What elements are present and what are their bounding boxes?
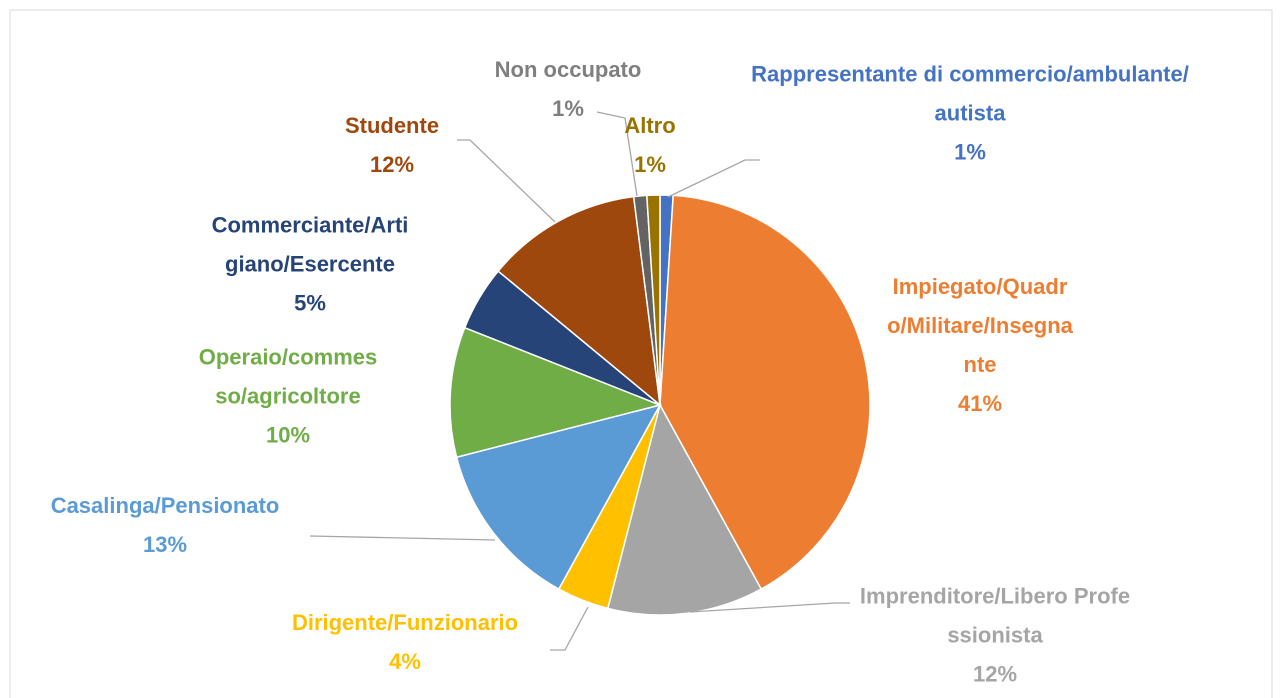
value-label: 13% (142, 532, 188, 557)
value-label: 12% (972, 661, 1018, 687)
data-label: Dirigente/Funzionario 4% (245, 603, 565, 681)
data-label: Casalinga/Pensionato 13% (5, 486, 325, 564)
category-label: Casalinga/Pensionato (50, 493, 280, 518)
pie-slice (449, 326, 663, 459)
leader-line (667, 159, 760, 198)
value-label: 12% (369, 152, 415, 177)
pie-slice (646, 194, 661, 406)
leader-line (309, 535, 496, 541)
data-label: Altro 1% (610, 106, 690, 184)
value-label: 4% (389, 649, 421, 674)
data-label: Operaio/commesso/agricoltore 10% (196, 338, 381, 455)
value-label: 1% (954, 139, 986, 165)
chart-border (9, 9, 1273, 698)
leader-line (689, 602, 850, 613)
pie-slice (659, 194, 871, 591)
value-label: 5% (294, 290, 326, 316)
leader-line (550, 606, 589, 651)
data-label: Rappresentante di commercio/ambulante/au… (750, 55, 1190, 172)
pie (449, 194, 871, 616)
value-label: 41% (957, 391, 1003, 416)
category-label: Rappresentante di commercio/ambulante/au… (751, 61, 1189, 126)
data-label: Studente 12% (312, 106, 472, 184)
leader-line (596, 111, 638, 197)
category-label: Studente (344, 113, 440, 138)
value-label: 1% (552, 96, 584, 121)
data-label: Imprenditore/Libero Professionista 12% (855, 577, 1135, 694)
category-label: Altro (624, 113, 676, 138)
data-label: Commerciante/Artigiano/Esercente 5% (208, 206, 413, 323)
pie-slice (606, 402, 763, 616)
category-label: Operaio/commesso/agricoltore (198, 344, 378, 409)
value-label: 10% (265, 422, 311, 448)
pie-slice (497, 195, 661, 407)
category-label: Impiegato/Quadro/Militare/Insegnante (887, 274, 1073, 377)
data-label: Non occupato 1% (478, 50, 658, 128)
category-label: Non occupato (494, 57, 642, 82)
value-label: 1% (634, 152, 666, 177)
data-label: Impiegato/Quadro/Militare/Insegnante 41% (885, 267, 1075, 423)
leader-line (457, 139, 556, 223)
category-label: Commerciante/Artigiano/Esercente (211, 212, 409, 277)
category-label: Imprenditore/Libero Professionista (859, 583, 1131, 648)
pie-slice (455, 403, 662, 591)
category-label: Dirigente/Funzionario (291, 610, 519, 635)
